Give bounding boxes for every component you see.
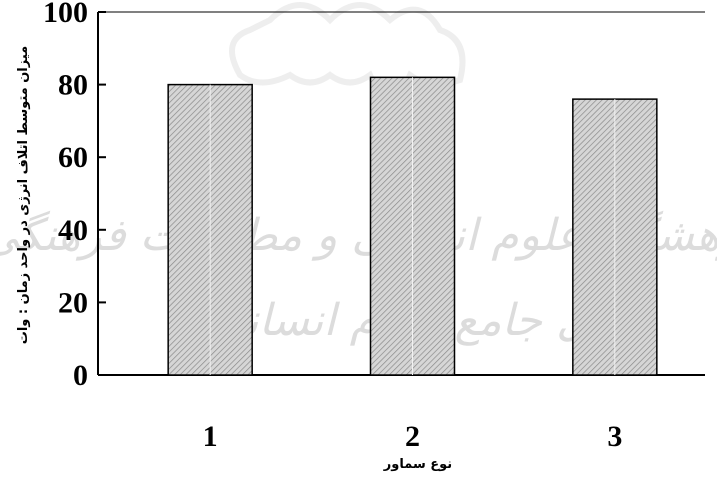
y-tick-label: 80 xyxy=(58,69,88,102)
y-tick-label: 100 xyxy=(43,0,88,29)
y-tick-label: 0 xyxy=(73,359,88,392)
y-tick-label: 60 xyxy=(58,141,88,174)
x-tick-label: 2 xyxy=(405,420,420,453)
y-ticks: 0 20 40 60 80 100 xyxy=(43,0,106,392)
x-tick-label: 3 xyxy=(607,420,622,453)
y-tick-label: 20 xyxy=(58,286,88,319)
x-tick-label: 1 xyxy=(203,420,218,453)
x-ticks: 1 2 3 xyxy=(203,420,623,453)
x-axis-title: نوع سماور xyxy=(383,457,452,472)
y-tick-label: 40 xyxy=(58,214,88,247)
bars xyxy=(167,76,658,376)
y-axis-title: میزان متوسط اتلاف انرژی در واحد زمان : و… xyxy=(16,46,31,344)
